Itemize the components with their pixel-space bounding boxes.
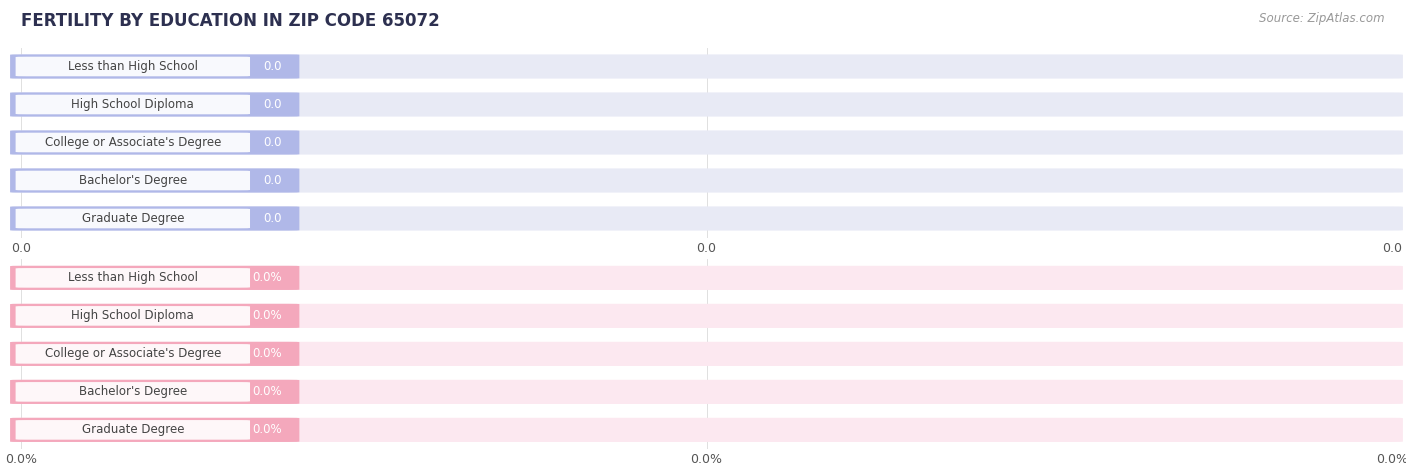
FancyBboxPatch shape xyxy=(15,382,250,402)
FancyBboxPatch shape xyxy=(10,418,1403,442)
Text: Graduate Degree: Graduate Degree xyxy=(82,423,184,437)
Text: 0.0: 0.0 xyxy=(263,98,281,111)
FancyBboxPatch shape xyxy=(15,133,250,152)
FancyBboxPatch shape xyxy=(10,131,1403,154)
FancyBboxPatch shape xyxy=(10,380,1403,404)
Text: Source: ZipAtlas.com: Source: ZipAtlas.com xyxy=(1260,12,1385,25)
Text: 0.0%: 0.0% xyxy=(252,347,281,361)
Text: 0.0%: 0.0% xyxy=(252,423,281,437)
Text: Bachelor's Degree: Bachelor's Degree xyxy=(79,174,187,187)
Text: 0.0: 0.0 xyxy=(263,136,281,149)
FancyBboxPatch shape xyxy=(15,57,250,76)
FancyBboxPatch shape xyxy=(10,342,1403,366)
FancyBboxPatch shape xyxy=(15,209,250,228)
FancyBboxPatch shape xyxy=(10,207,299,230)
Text: Less than High School: Less than High School xyxy=(67,60,198,73)
FancyBboxPatch shape xyxy=(10,304,299,328)
FancyBboxPatch shape xyxy=(15,420,250,440)
FancyBboxPatch shape xyxy=(10,93,1403,116)
Text: College or Associate's Degree: College or Associate's Degree xyxy=(45,136,221,149)
Text: 0.0: 0.0 xyxy=(263,212,281,225)
Text: Bachelor's Degree: Bachelor's Degree xyxy=(79,385,187,399)
Text: College or Associate's Degree: College or Associate's Degree xyxy=(45,347,221,361)
FancyBboxPatch shape xyxy=(10,169,299,192)
FancyBboxPatch shape xyxy=(15,268,250,288)
FancyBboxPatch shape xyxy=(10,418,299,442)
Text: 0.0%: 0.0% xyxy=(252,271,281,285)
Text: Graduate Degree: Graduate Degree xyxy=(82,212,184,225)
FancyBboxPatch shape xyxy=(10,55,1403,78)
FancyBboxPatch shape xyxy=(10,266,1403,290)
FancyBboxPatch shape xyxy=(15,344,250,364)
FancyBboxPatch shape xyxy=(10,266,299,290)
Text: 0.0: 0.0 xyxy=(263,60,281,73)
Text: Less than High School: Less than High School xyxy=(67,271,198,285)
FancyBboxPatch shape xyxy=(10,342,299,366)
FancyBboxPatch shape xyxy=(10,380,299,404)
Text: 0.0%: 0.0% xyxy=(252,309,281,323)
Text: 0.0%: 0.0% xyxy=(252,385,281,399)
FancyBboxPatch shape xyxy=(10,131,299,154)
Text: High School Diploma: High School Diploma xyxy=(72,309,194,323)
FancyBboxPatch shape xyxy=(10,169,1403,192)
FancyBboxPatch shape xyxy=(15,95,250,114)
FancyBboxPatch shape xyxy=(10,304,1403,328)
Text: FERTILITY BY EDUCATION IN ZIP CODE 65072: FERTILITY BY EDUCATION IN ZIP CODE 65072 xyxy=(21,12,440,30)
Text: 0.0: 0.0 xyxy=(263,174,281,187)
FancyBboxPatch shape xyxy=(15,171,250,190)
FancyBboxPatch shape xyxy=(10,93,299,116)
FancyBboxPatch shape xyxy=(15,306,250,326)
Text: High School Diploma: High School Diploma xyxy=(72,98,194,111)
FancyBboxPatch shape xyxy=(10,207,1403,230)
FancyBboxPatch shape xyxy=(10,55,299,78)
